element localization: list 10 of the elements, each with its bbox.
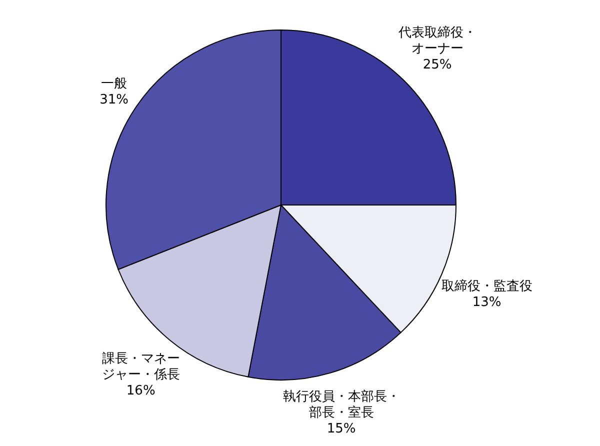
data-label: 13% (472, 295, 502, 310)
slice-label: 課長・マネージャー・係長 (102, 351, 180, 382)
data-label: 16% (126, 383, 156, 398)
slice-label: 一般 (101, 76, 128, 92)
data-label: 31% (100, 92, 129, 108)
data-label: 25% (422, 58, 452, 73)
slice-label: 執行役員・本部長・部長・室長 (282, 389, 400, 420)
slice-label: 代表取締役・オーナー (397, 26, 476, 57)
slice-label: 取締役・監査役 (441, 279, 532, 294)
data-label: 15% (326, 421, 356, 436)
